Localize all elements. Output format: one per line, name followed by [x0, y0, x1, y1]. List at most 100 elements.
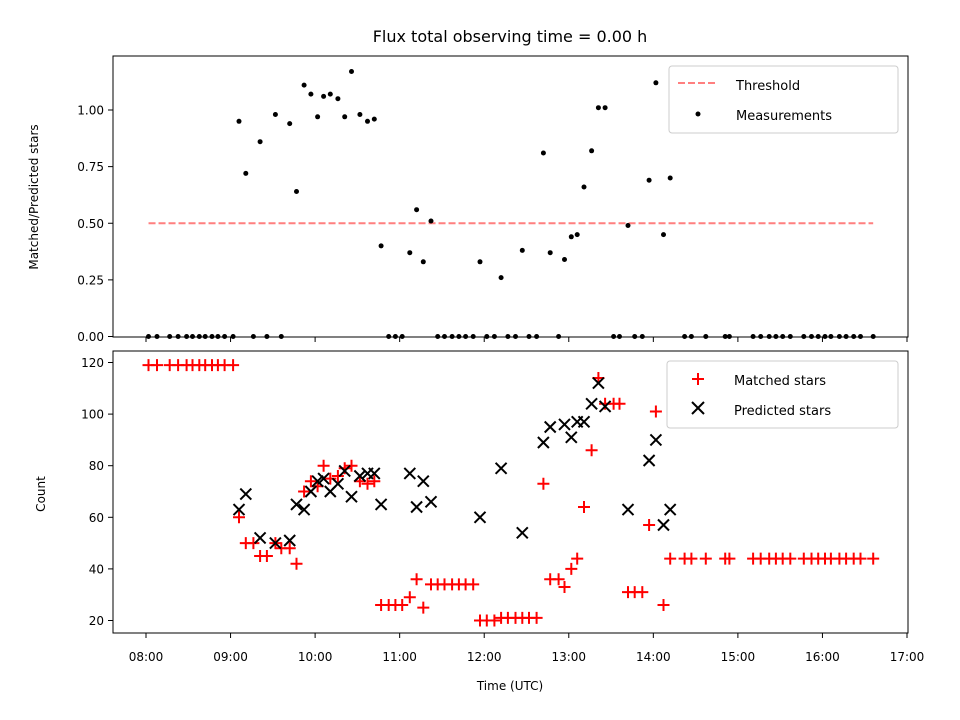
measurement-point	[667, 175, 673, 181]
measurement-point	[625, 223, 631, 228]
measurement-point	[272, 112, 278, 117]
bottom-x-tick-label: 15:00	[721, 650, 756, 664]
bottom-x-tick-label: 13:00	[551, 650, 586, 664]
legend-predicted-swatch	[691, 401, 705, 415]
bottom-x-tick-label: 09:00	[213, 650, 248, 664]
matched-star-marker	[361, 477, 374, 490]
bottom-x-tick-label: 12:00	[467, 650, 502, 664]
measurement-point	[378, 243, 384, 249]
matched-star-marker	[585, 444, 598, 457]
bottom-y-tick-label: 20	[89, 614, 104, 628]
legend-measurements-label: Measurements	[736, 109, 832, 124]
matched-star-marker	[537, 477, 550, 490]
top-y-tick-label: 0.75	[77, 160, 104, 174]
measurement-point	[602, 105, 608, 111]
measurement-point	[257, 139, 263, 145]
predicted-star-marker	[424, 495, 438, 509]
legend-measurements-swatch	[695, 111, 701, 117]
predicted-star-marker	[403, 467, 417, 480]
predicted-star-marker	[558, 418, 571, 431]
matched-star-marker	[867, 552, 880, 565]
matched-star-marker	[854, 552, 867, 565]
legend-threshold-label: Threshold	[735, 79, 800, 94]
predicted-star-marker	[345, 490, 358, 503]
measurement-point	[301, 82, 307, 88]
predicted-star-marker	[649, 433, 663, 447]
measurement-point	[562, 257, 567, 262]
measurement-point	[308, 91, 314, 97]
matched-star-marker	[345, 459, 358, 472]
measurement-point	[365, 118, 370, 124]
predicted-star-marker	[516, 526, 529, 540]
measurement-point	[414, 207, 420, 213]
legend-predicted-label: Predicted stars	[734, 404, 831, 419]
predicted-star-marker	[663, 503, 677, 516]
predicted-star-marker	[657, 518, 670, 532]
top-y-tick-label: 0.25	[77, 273, 104, 287]
matched-star-marker	[578, 501, 590, 513]
matched-star-marker	[657, 599, 670, 611]
matched-star-marker	[699, 552, 712, 565]
top-axes-frame	[112, 55, 909, 338]
measurement-point	[653, 80, 659, 86]
predicted-star-marker	[585, 397, 598, 411]
matched-star-marker	[283, 542, 296, 555]
bottom-x-axis-label: Time (UTC)	[476, 679, 543, 693]
measurement-point	[661, 232, 666, 238]
predicted-star-marker	[331, 477, 345, 491]
measurement-point	[294, 189, 299, 194]
measurement-point	[646, 177, 652, 183]
predicted-star-marker	[304, 485, 318, 498]
matched-star-marker	[488, 614, 501, 627]
measurement-point	[236, 118, 242, 124]
matched-star-marker	[784, 552, 797, 565]
matched-star-marker	[290, 557, 303, 570]
measurement-point	[342, 114, 348, 120]
predicted-star-marker	[239, 487, 253, 501]
bottom-y-tick-label: 80	[89, 459, 104, 473]
measurement-point	[407, 250, 413, 256]
measurement-point	[287, 121, 293, 127]
matched-star-marker	[417, 601, 430, 614]
bottom-x-tick-label: 16:00	[805, 650, 840, 664]
matched-star-marker	[723, 552, 736, 565]
matched-star-marker	[151, 359, 163, 372]
measurement-point	[335, 96, 341, 102]
bottom-x-tick-label: 11:00	[382, 650, 417, 664]
measurement-point	[371, 116, 377, 122]
matched-star-marker	[643, 519, 656, 531]
predicted-star-marker	[473, 511, 487, 524]
matched-star-marker	[247, 537, 260, 550]
bottom-y-tick-label: 100	[81, 408, 104, 422]
measurement-point	[243, 170, 249, 176]
measurement-point	[428, 218, 434, 224]
measurement-point	[519, 247, 525, 253]
matched-star-marker	[331, 470, 344, 482]
top-chart-title: Flux total observing time = 0.00 h	[373, 27, 648, 46]
predicted-star-marker	[374, 498, 388, 511]
matched-star-marker	[233, 511, 245, 524]
matched-star-marker	[613, 397, 626, 410]
bottom-x-tick-label: 14:00	[636, 650, 671, 664]
predicted-star-marker	[368, 467, 381, 480]
top-y-tick-label: 0.00	[77, 330, 104, 344]
matched-star-marker	[410, 573, 423, 586]
predicted-star-marker	[598, 400, 612, 413]
top-legend: Threshold Measurements	[668, 65, 899, 134]
bottom-y-tick-label: 40	[89, 562, 104, 576]
bottom-x-tick-label: 10:00	[298, 650, 333, 664]
bottom-axes-frame	[112, 350, 909, 634]
measurement-point	[315, 114, 321, 120]
top-legend-box	[668, 65, 899, 134]
legend-matched-swatch	[692, 373, 704, 385]
matched-star-marker	[368, 475, 381, 488]
measurement-point	[357, 112, 363, 117]
matched-star-marker	[396, 599, 409, 611]
predicted-star-marker	[353, 469, 367, 483]
measurement-point	[574, 232, 580, 238]
top-y-tick-label: 0.50	[77, 217, 104, 231]
predicted-star-marker	[410, 500, 423, 514]
matched-star-marker	[558, 581, 571, 593]
top-y-ticks: 0.00 0.25 0.50 0.75 1.00	[77, 104, 908, 344]
